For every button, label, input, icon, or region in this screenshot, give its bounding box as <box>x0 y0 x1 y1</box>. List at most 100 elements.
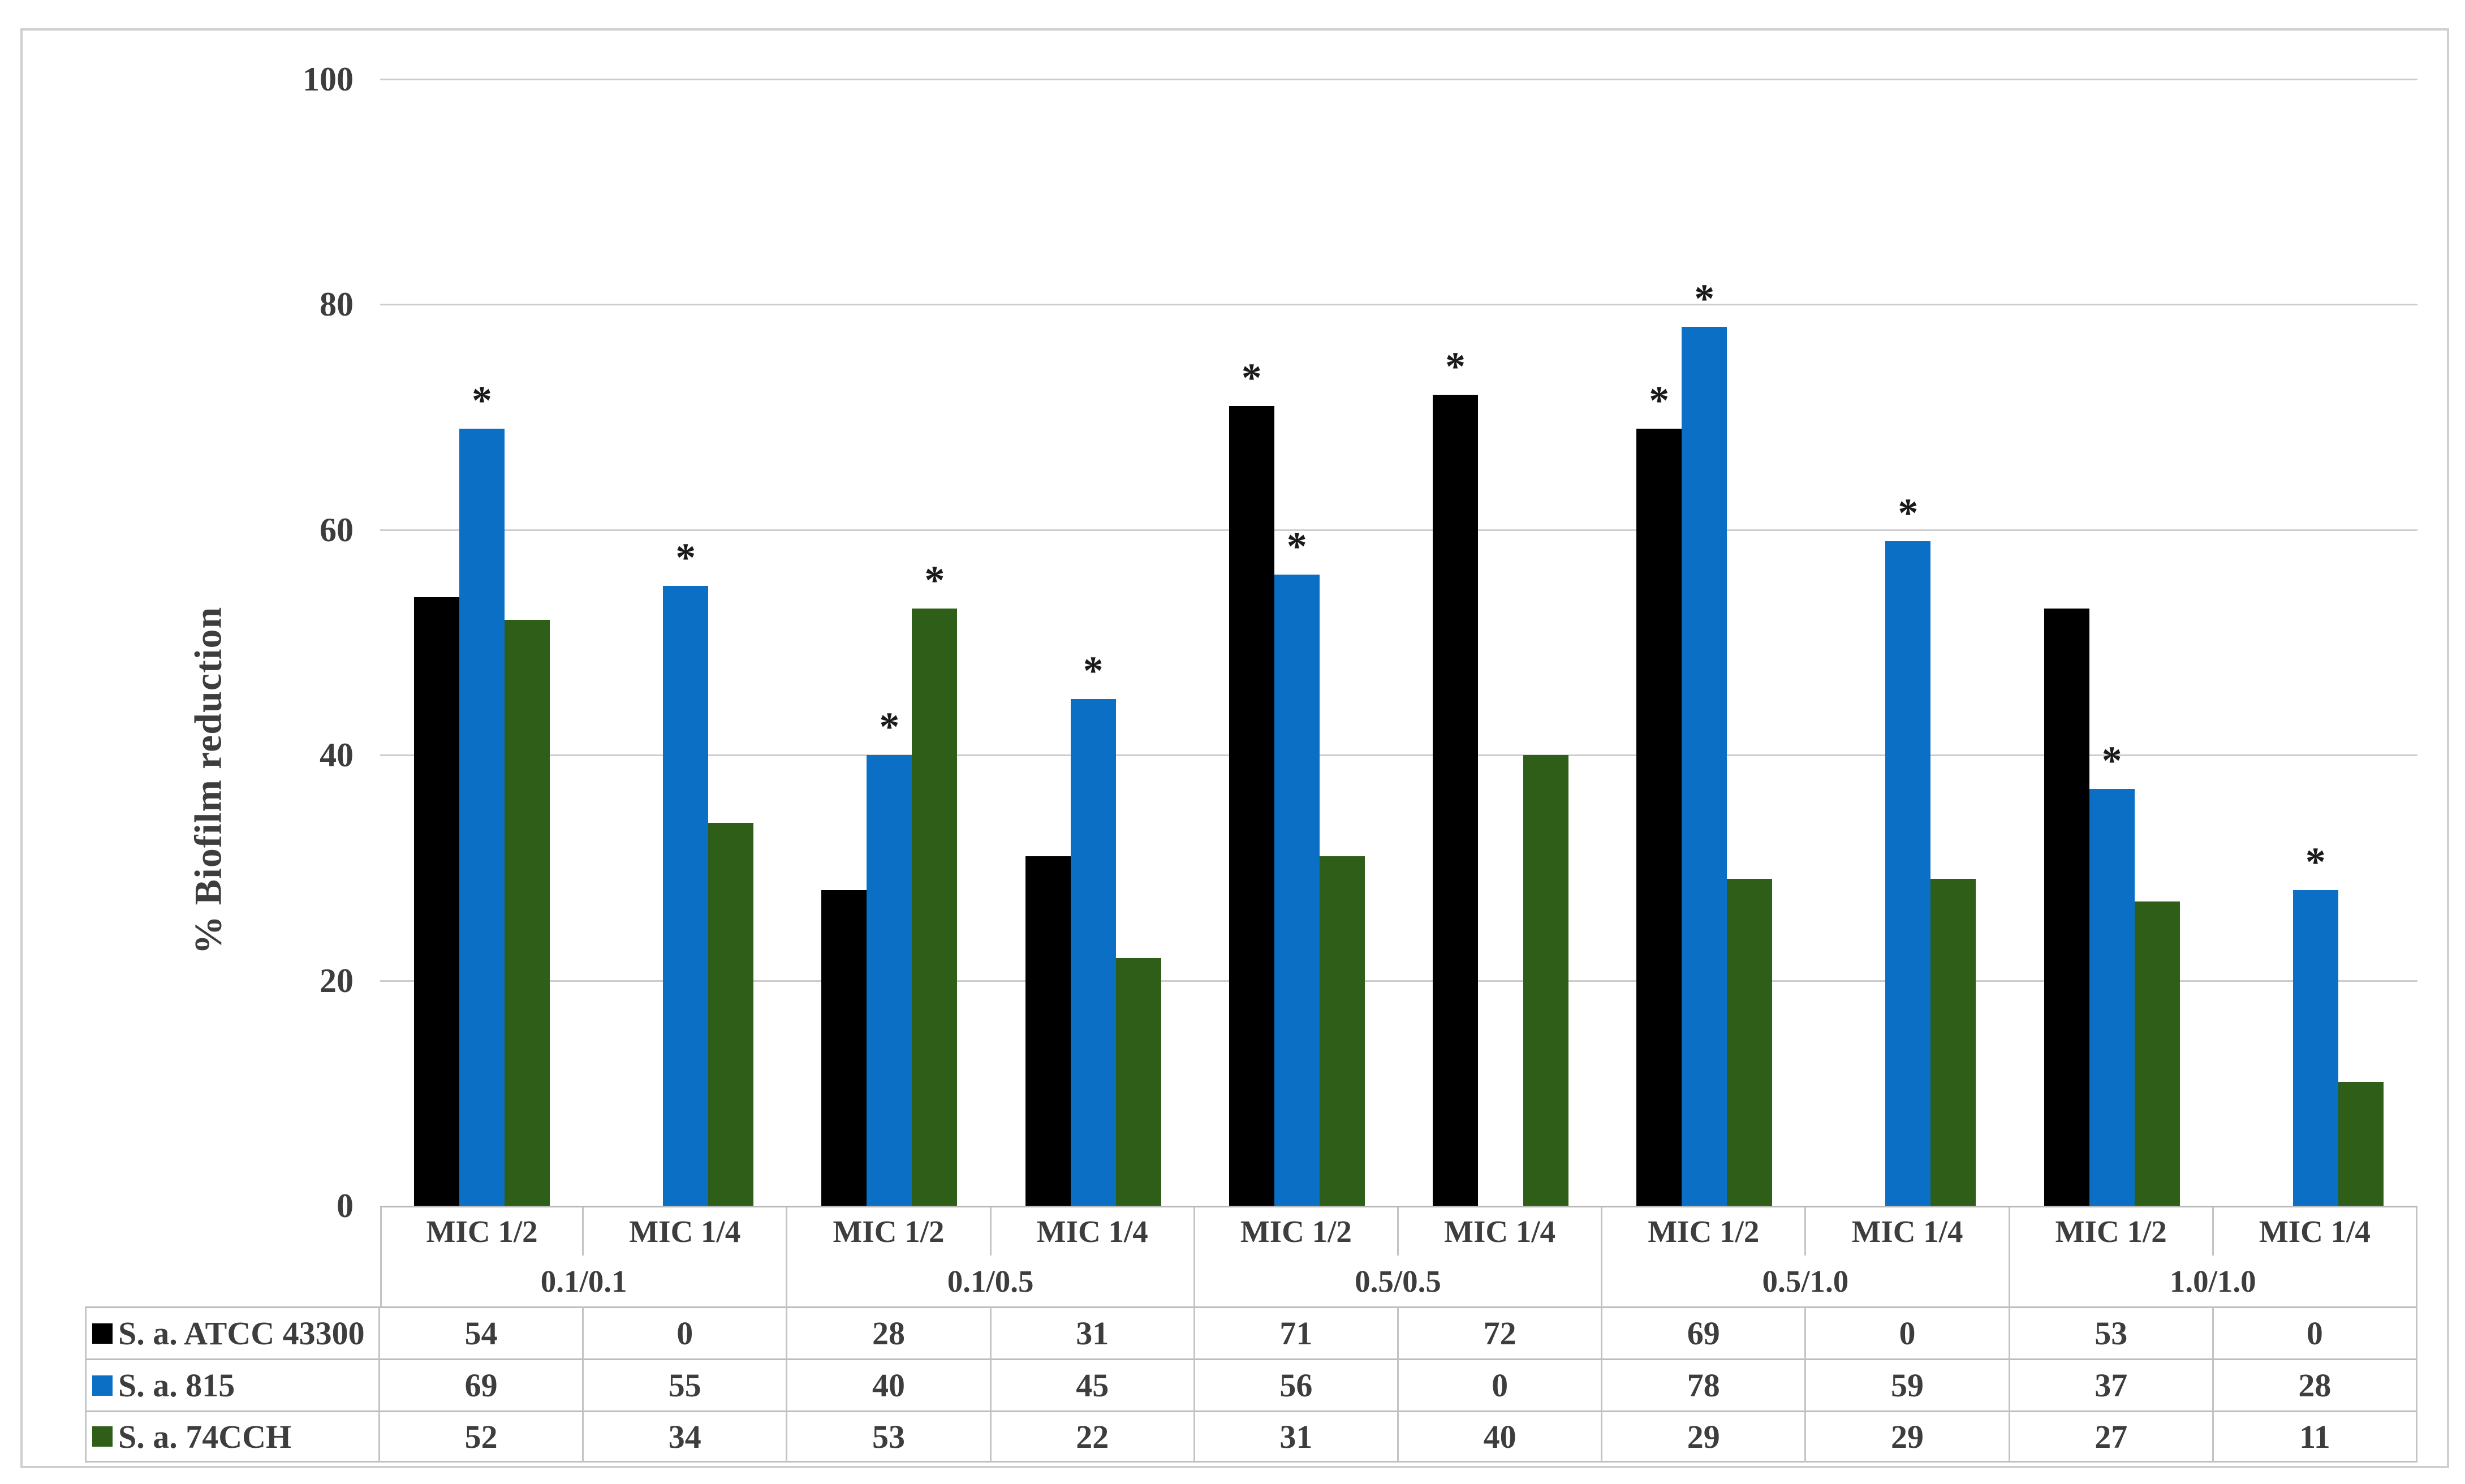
value-cell-r3-c8: 29 <box>1806 1410 2010 1463</box>
y-tick-label-20: 20 <box>320 961 354 999</box>
significance-asterisk: * <box>1286 524 1307 569</box>
significance-asterisk: * <box>2101 738 2122 783</box>
significance-asterisk: * <box>1694 276 1715 321</box>
legend-swatch <box>92 1426 113 1447</box>
bar-series3-group9 <box>2134 901 2180 1206</box>
significance-asterisk: * <box>1083 648 1104 693</box>
bar-series3-group7 <box>1727 879 1773 1206</box>
significance-asterisk: * <box>675 535 696 580</box>
bar-group-4: * <box>992 79 1195 1206</box>
series-label-cell: S. a. ATCC 43300 <box>85 1306 380 1358</box>
mic-header-cell: MIC 1/2 <box>2010 1207 2214 1256</box>
y-axis-title: % Biofilm reduction <box>186 606 230 955</box>
bar-series3-group5 <box>1319 856 1365 1206</box>
value-cell-r2-c7: 78 <box>1602 1358 1807 1410</box>
mic-header-cell: MIC 1/4 <box>992 1207 1195 1256</box>
bar-series1-group3 <box>821 890 867 1206</box>
gridline-20 <box>380 980 2417 982</box>
value-cell-r1-c9: 53 <box>2010 1306 2214 1358</box>
value-cell-r3-c4: 22 <box>991 1410 1195 1463</box>
value-cell-r3-c6: 40 <box>1399 1410 1603 1463</box>
value-cell-r2-c6: 0 <box>1399 1358 1603 1410</box>
value-cell-r1-c10: 0 <box>2213 1306 2417 1358</box>
value-cell-r1-c1: 54 <box>380 1306 584 1358</box>
value-cell-r2-c4: 45 <box>991 1358 1195 1410</box>
bar-series1-group6 <box>1433 395 1478 1206</box>
mic-header-cell: MIC 1/2 <box>1195 1207 1399 1256</box>
significance-asterisk: * <box>879 704 900 749</box>
series-name: S. a. 815 <box>118 1367 235 1404</box>
bar-series2-group4 <box>1070 699 1116 1206</box>
bar-series2-group7 <box>1682 327 1727 1206</box>
series-label-cell: S. a. 74CCH <box>85 1410 380 1463</box>
y-tick-label-80: 80 <box>320 286 354 323</box>
bar-series3-group8 <box>1930 879 1976 1206</box>
bar-series2-group3 <box>867 755 912 1206</box>
y-tick-label-0: 0 <box>337 1187 354 1224</box>
mic-header-cell: MIC 1/4 <box>1806 1207 2010 1256</box>
bar-group-8: * <box>1806 79 2010 1206</box>
bar-series3-group10 <box>2338 1082 2384 1206</box>
series-name: S. a. ATCC 43300 <box>118 1315 365 1352</box>
significance-asterisk: * <box>1241 355 1262 400</box>
bar-series2-group2 <box>663 586 709 1206</box>
concentration-header-cell: 1.0/1.0 <box>2010 1256 2417 1306</box>
data-table: S. a. ATCC 43300 54 0 28 31 71 72 69 0 53 0 S. a. 8… <box>85 1306 2417 1463</box>
value-cell-r3-c5: 31 <box>1195 1410 1399 1463</box>
bar-series3-group6 <box>1523 755 1568 1206</box>
value-cell-r3-c3: 53 <box>787 1410 992 1463</box>
series-label-cell: S. a. 815 <box>85 1358 380 1410</box>
bar-group-1: * <box>380 79 584 1206</box>
x-axis-mic-row: MIC 1/2 MIC 1/4 MIC 1/2 MIC 1/4 MIC 1/2 MIC 1… <box>380 1206 2417 1256</box>
significance-asterisk: * <box>1445 344 1466 389</box>
bar-series2-group9 <box>2089 789 2135 1206</box>
value-cell-r2-c1: 69 <box>380 1358 584 1410</box>
value-cell-r3-c7: 29 <box>1602 1410 1807 1463</box>
bar-group-9: * <box>2010 79 2214 1206</box>
bar-series3-group4 <box>1115 958 1161 1206</box>
y-tick-label-60: 60 <box>320 511 354 549</box>
value-cell-r2-c8: 59 <box>1806 1358 2010 1410</box>
significance-asterisk: * <box>2305 839 2326 885</box>
bar-series2-group1 <box>459 429 505 1206</box>
series-name: S. a. 74CCH <box>118 1418 292 1455</box>
gridline-100 <box>380 79 2417 80</box>
bar-series3-group1 <box>505 620 550 1206</box>
value-cell-r1-c2: 0 <box>584 1306 788 1358</box>
y-tick-label-40: 40 <box>320 736 354 774</box>
mic-header-cell: MIC 1/2 <box>1602 1207 1807 1256</box>
y-tick-label-100: 100 <box>303 61 354 98</box>
bar-series1-group4 <box>1025 856 1071 1206</box>
plot-area: * * * * * * * * * * * * * <box>380 79 2417 1206</box>
mic-header-cell: MIC 1/2 <box>380 1207 584 1256</box>
value-cell-r2-c9: 37 <box>2010 1358 2214 1410</box>
bar-group-7: * * <box>1602 79 1806 1206</box>
concentration-header-cell: 0.5/1.0 <box>1602 1256 2010 1306</box>
value-cell-r2-c2: 55 <box>584 1358 788 1410</box>
bar-series2-group5 <box>1274 575 1320 1206</box>
significance-asterisk: * <box>1898 490 1919 536</box>
significance-asterisk: * <box>472 378 492 423</box>
value-cell-r3-c10: 11 <box>2213 1410 2417 1463</box>
bar-series1-group5 <box>1229 406 1274 1206</box>
bar-group-2: * <box>584 79 787 1206</box>
legend-swatch <box>92 1375 113 1396</box>
value-cell-r1-c8: 0 <box>1806 1306 2010 1358</box>
mic-header-cell: MIC 1/4 <box>584 1207 788 1256</box>
bar-series3-group2 <box>708 823 754 1206</box>
bar-series1-group7 <box>1636 429 1682 1206</box>
value-cell-r3-c1: 52 <box>380 1410 584 1463</box>
value-cell-r2-c10: 28 <box>2213 1358 2417 1410</box>
gridline-60 <box>380 529 2417 531</box>
bar-series2-group10 <box>2292 890 2338 1206</box>
value-cell-r2-c5: 56 <box>1195 1358 1399 1410</box>
mic-header-cell: MIC 1/4 <box>2214 1207 2417 1256</box>
significance-asterisk: * <box>1649 378 1670 423</box>
bar-group-10: * <box>2214 79 2417 1206</box>
x-axis-concentration-row: 0.1/0.1 0.1/0.5 0.5/0.5 0.5/1.0 1.0/1.0 <box>380 1256 2417 1306</box>
concentration-header-cell: 0.1/0.1 <box>380 1256 788 1306</box>
significance-asterisk: * <box>924 558 945 603</box>
bar-series3-group3 <box>912 609 958 1206</box>
value-cell-r3-c2: 34 <box>584 1410 788 1463</box>
